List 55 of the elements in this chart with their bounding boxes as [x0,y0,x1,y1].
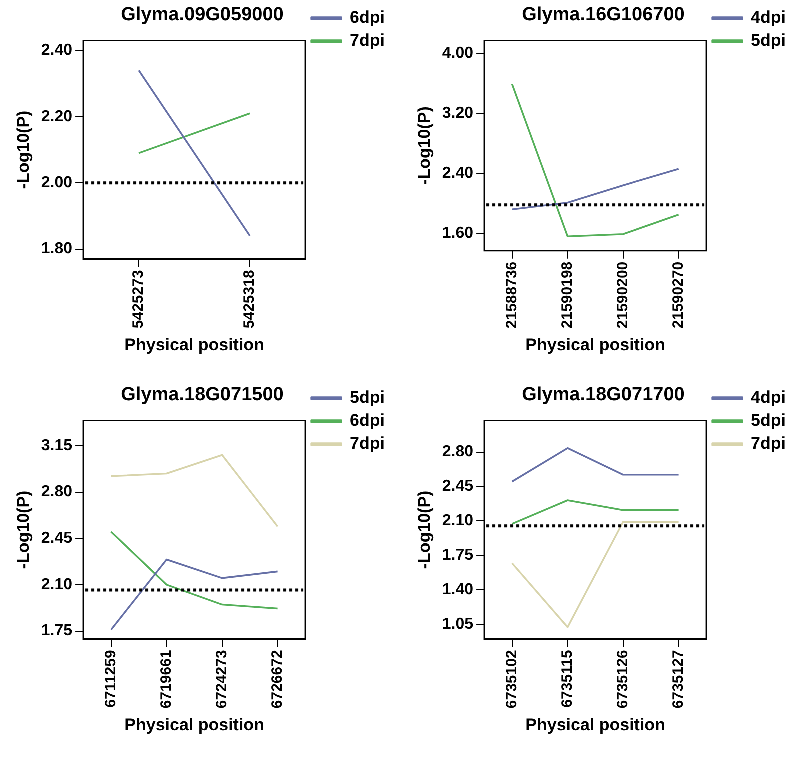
y-tick-label: 2.20 [41,108,73,126]
x-tick-label: 6735115 [558,650,576,708]
x-tick-label: 5425318 [241,270,258,329]
chart-title: Glyma.18G071700 [522,384,685,406]
y-tick-label: 1.05 [442,616,474,633]
x-tick-label: 6719661 [158,650,175,709]
y-axis-title: -Log10(P) [414,106,434,186]
legend-label: 5dpi [751,411,786,430]
legend-label: 7dpi [350,31,386,50]
y-axis-title: -Log10(P) [14,110,33,190]
legend-label: 4dpi [751,388,786,408]
x-tick-label: 5425273 [130,270,148,329]
chart-title: Glyma.16G106700 [522,4,685,26]
y-tick-label: 2.45 [41,530,73,548]
legend-label: 6dpi [350,411,386,430]
x-axis-title: Physical position [526,335,666,354]
y-tick-label: 3.20 [442,104,474,122]
legend-label: 5dpi [350,388,386,408]
y-tick-label: 1.75 [442,546,474,564]
y-tick-label: 2.10 [41,576,73,594]
y-tick-label: 2.80 [41,484,73,501]
legend-label: 7dpi [751,434,786,454]
y-tick-label: 3.15 [41,437,73,454]
x-tick-label: 6735127 [670,650,687,709]
chart-title: Glyma.18G071500 [121,384,284,406]
x-tick-label: 21590200 [614,262,632,329]
x-axis-title: Physical position [526,715,666,734]
y-tick-label: 2.45 [442,478,474,496]
y-tick-label: 2.10 [442,512,474,530]
y-tick-label: 4.00 [442,44,474,62]
x-tick-label: 21590198 [558,262,576,329]
y-tick-label: 1.60 [442,225,474,242]
x-tick-label: 6724273 [213,650,230,709]
y-tick-label: 2.40 [442,164,474,182]
x-tick-label: 21590270 [670,262,687,329]
y-tick-label: 2.40 [41,42,73,60]
y-tick-label: 1.75 [41,622,73,640]
y-tick-label: 1.80 [41,240,73,258]
x-tick-label: 21588736 [503,262,520,329]
y-tick-label: 2.80 [442,444,474,461]
x-tick-label: 6735102 [503,650,520,709]
x-tick-label: 6735126 [614,650,632,709]
x-tick-label: 6726672 [268,650,286,709]
legend-label: 7dpi [350,434,386,454]
y-axis-title: -Log10(P) [14,490,33,570]
x-axis-title: Physical position [124,715,264,734]
y-axis-title: -Log10(P) [414,490,434,570]
chart-title: Glyma.09G059000 [121,4,284,26]
x-axis-title: Physical position [124,335,264,354]
y-tick-label: 1.40 [442,581,474,598]
legend-label: 5dpi [751,31,786,50]
legend-label: 4dpi [751,8,786,28]
legend-label: 6dpi [350,8,386,28]
x-tick-label: 6711259 [102,650,120,708]
y-tick-label: 2.00 [41,174,73,192]
